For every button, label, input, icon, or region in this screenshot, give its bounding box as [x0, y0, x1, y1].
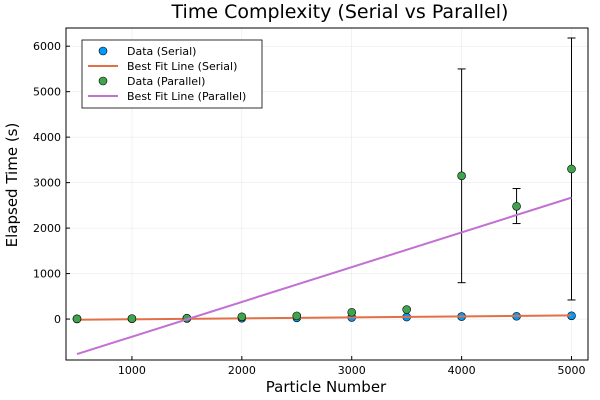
series-2 — [72, 37, 576, 324]
legend-marker-swatch — [98, 46, 108, 56]
x-tick-label: 2000 — [228, 364, 256, 377]
fit-line — [76, 314, 572, 321]
series-3 — [76, 196, 572, 356]
y-tick-label: 1000 — [33, 268, 61, 281]
legend-entry-label: Data (Parallel) — [127, 75, 205, 88]
x-tick-label: 4000 — [448, 364, 476, 377]
x-axis-label: Particle Number — [266, 378, 387, 396]
series-1 — [76, 314, 572, 321]
data-point — [347, 307, 357, 317]
legend-entry-label: Best Fit Line (Parallel) — [127, 90, 246, 103]
y-tick-label: 5000 — [33, 86, 61, 99]
axis-ticks: 1000 2000 3000 4000 5000 0 1000 2000 3000 4000 500… — [33, 40, 586, 377]
y-tick-label: 2000 — [33, 222, 61, 235]
y-axis-label: Elapsed Time (s) — [3, 123, 21, 248]
x-tick-label: 3000 — [338, 364, 366, 377]
x-tick-label: 5000 — [558, 364, 586, 377]
data-point — [567, 164, 576, 174]
data-point — [72, 314, 82, 324]
data-point — [512, 201, 521, 211]
plot-series — [72, 37, 576, 356]
data-point — [237, 312, 247, 322]
legend-marker-swatch — [98, 76, 108, 86]
x-tick-label: 1000 — [118, 364, 146, 377]
y-tick-label: 4000 — [33, 131, 61, 144]
legend-entry-label: Data (Serial) — [127, 45, 196, 58]
data-point — [457, 171, 466, 181]
y-tick-label: 0 — [54, 313, 61, 326]
data-point — [127, 314, 137, 323]
chart-title: Time Complexity (Serial vs Parallel) — [171, 1, 509, 23]
y-tick-label: 3000 — [33, 177, 61, 190]
legend-entry-label: Best Fit Line (Serial) — [127, 60, 237, 73]
legend: Data (Serial) Best Fit Line (Serial) Data … — [81, 39, 263, 109]
data-point — [292, 311, 302, 321]
plot-frame — [65, 27, 589, 361]
y-tick-label: 6000 — [33, 40, 61, 53]
data-point — [402, 305, 411, 314]
fit-line — [76, 196, 572, 356]
